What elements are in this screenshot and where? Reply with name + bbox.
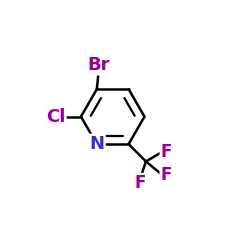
Text: Br: Br [88,56,110,74]
Text: N: N [89,135,104,153]
Text: Cl: Cl [46,108,65,126]
Text: F: F [161,166,172,184]
Text: F: F [161,143,172,161]
Text: F: F [134,174,146,192]
